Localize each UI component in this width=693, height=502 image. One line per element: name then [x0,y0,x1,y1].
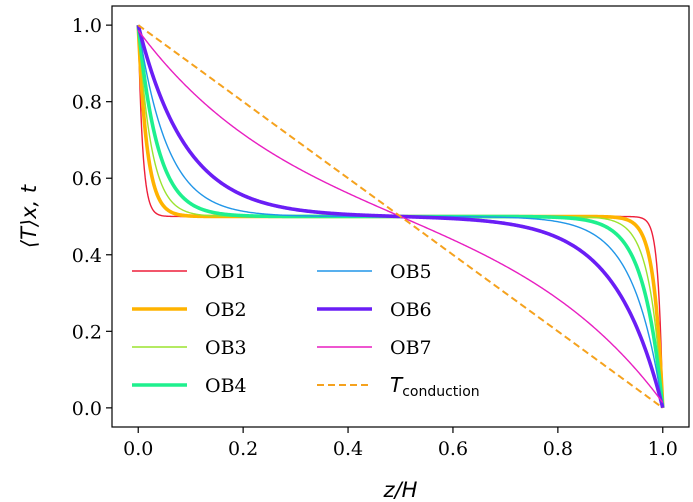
x-tick-label: 1.0 [648,438,678,460]
y-tick-label: 0.2 [72,321,102,343]
y-axis-label: ⟨T⟩x, t [17,184,41,248]
x-tick-label: 0.2 [228,438,258,460]
legend-label: OB3 [205,337,247,359]
plot-frame [111,5,690,428]
legend-label: Tconduction [390,373,480,400]
legend-label: OB1 [205,261,247,283]
ticks-layer: 0.0 0.2 0.4 0.6 0.8 1.0 0.0 0.2 0.4 0.6 0.8 1.0 [72,15,678,460]
series-layer [136,24,665,409]
legend-label: OB2 [205,299,247,321]
legend-label: OB4 [205,375,247,397]
series-line-tconduction [137,24,664,409]
legend: OB1 OB2 OB3 OB4 OB5 OB6 OB7 Tconduction [132,261,480,400]
x-tick-label: 0.6 [438,438,468,460]
legend-label: OB5 [390,261,432,283]
legend-label: OB6 [390,299,432,321]
legend-label: OB7 [390,337,432,359]
y-tick-label: 1.0 [72,15,102,37]
y-tick-label: 0.4 [72,245,102,267]
x-tick-label: 0.8 [543,438,573,460]
x-tick-label: 0.0 [123,438,153,460]
y-tick-label: 0.8 [72,92,102,114]
y-tick-label: 0.0 [72,398,102,420]
x-tick-label: 0.4 [333,438,363,460]
x-axis-label: z/H [383,478,418,502]
y-tick-label: 0.6 [72,168,102,190]
